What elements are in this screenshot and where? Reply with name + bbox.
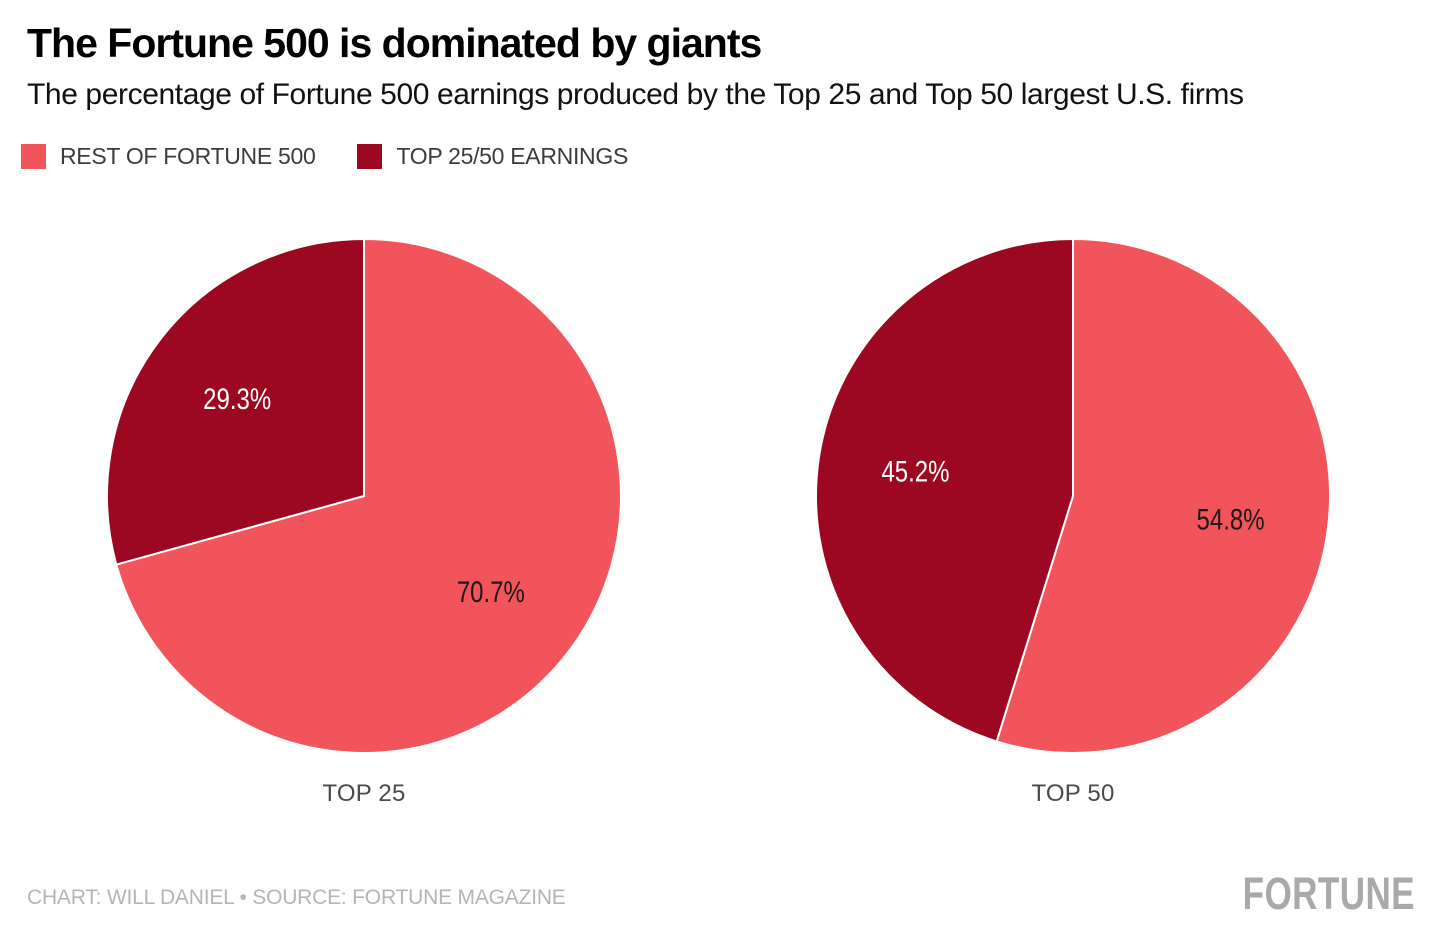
pie-chart-top-50: 54.8% 45.2% TOP 50 — [813, 236, 1333, 808]
slice-value-label-top-50-rest-of-fortune-500: 54.8% — [1197, 503, 1265, 536]
pie-slice-top-50-rest-of-fortune-500 — [995, 237, 1331, 754]
pie-svg-top-50: 54.8% 45.2% — [815, 237, 1331, 754]
page-subtitle: The percentage of Fortune 500 earnings p… — [27, 78, 1244, 111]
legend-item-top-25-50-earnings: TOP 25/50 EARNINGS — [357, 143, 628, 170]
legend: REST OF FORTUNE 500 TOP 25/50 EARNINGS — [21, 143, 628, 170]
pie-slice-top-25-rest-of-fortune-500 — [115, 237, 622, 754]
pie-svg-top-25: 70.7% 29.3% — [106, 237, 622, 754]
footer-credit: CHART: WILL DANIEL • SOURCE: FORTUNE MAG… — [27, 886, 566, 909]
pie-chart-top-25: 70.7% 29.3% TOP 25 — [104, 236, 624, 808]
pie-slice-top-25-top-25-50-earnings — [106, 237, 365, 566]
legend-swatch-top-25-50-earnings — [357, 144, 383, 169]
page-title: The Fortune 500 is dominated by giants — [27, 20, 762, 66]
legend-swatch-rest-of-fortune-500 — [21, 144, 46, 169]
pie-slice-top-50-top-25-50-earnings — [815, 237, 1074, 743]
legend-label-rest-of-fortune-500: REST OF FORTUNE 500 — [60, 143, 316, 169]
legend-item-rest-of-fortune-500: REST OF FORTUNE 500 — [21, 143, 316, 170]
slice-value-label-top-25-top-25-50-earnings: 29.3% — [203, 383, 271, 416]
pie-caption-top-25: TOP 25 — [322, 780, 406, 807]
pie-caption-top-50: TOP 50 — [1031, 780, 1115, 807]
fortune-logo: FORTUNE — [1242, 868, 1415, 919]
slice-value-label-top-50-top-25-50-earnings: 45.2% — [881, 456, 949, 489]
legend-label-top-25-50-earnings: TOP 25/50 EARNINGS — [396, 143, 628, 169]
slice-value-label-top-25-rest-of-fortune-500: 70.7% — [457, 576, 525, 609]
